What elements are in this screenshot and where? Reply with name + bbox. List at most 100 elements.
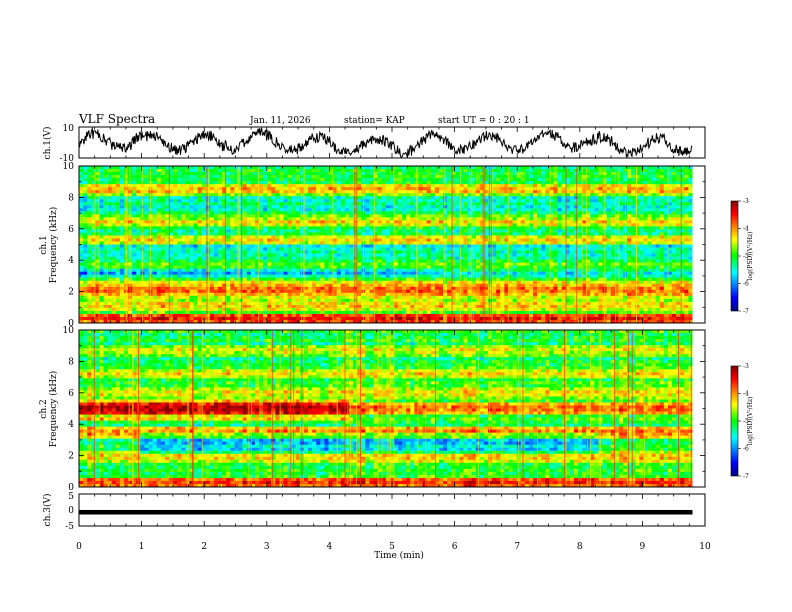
spectrogram-cell [406, 235, 411, 239]
spectrogram-cell [348, 184, 354, 188]
spectrogram-cell [267, 196, 272, 200]
spectrogram-cell [136, 316, 141, 321]
spectrogram-cell [357, 235, 362, 239]
spectrogram-cell [242, 205, 247, 209]
spectrogram-cell [279, 169, 284, 173]
spectrogram-cell [95, 259, 100, 263]
spectrogram-cell [299, 298, 305, 303]
spectrogram-cell [79, 196, 84, 200]
spectrogram-cell [426, 319, 432, 324]
spectrogram-cell [238, 286, 243, 291]
spectrogram-cell [91, 247, 96, 251]
spectrogram-cell [377, 265, 382, 269]
spectrogram-cell [447, 184, 452, 188]
spectrogram-cell [299, 304, 305, 309]
spectrogram-cell [87, 190, 92, 194]
spectrogram-cell [291, 277, 297, 282]
spectrogram-cell [451, 226, 456, 230]
spectrogram-cell [369, 265, 374, 269]
spectrogram-cell [328, 262, 333, 266]
spectrogram-cell [438, 301, 444, 306]
spectrogram-cell [393, 292, 399, 297]
spectrogram-cell [177, 262, 182, 266]
spectrogram-cell [164, 199, 170, 203]
spectrogram-cell [193, 301, 198, 306]
spectrogram-cell [410, 301, 415, 306]
spectrogram-cell [83, 169, 88, 173]
spectrogram-cell [459, 199, 464, 203]
spectrogram-cell [418, 286, 423, 291]
spectrogram-cell [258, 289, 264, 294]
ch1-ylabel: ch.1(V) [42, 127, 53, 160]
spectrogram-cell [434, 193, 440, 197]
spectrogram-cell [136, 220, 141, 224]
spectrogram-cell [340, 274, 346, 279]
spectrogram-cell [79, 223, 84, 227]
spectrogram-cell [357, 229, 362, 233]
spectrogram-cell [177, 229, 182, 233]
spectrogram-cell [312, 280, 317, 285]
spectrogram-cell [455, 241, 460, 245]
spectrogram-cell [279, 298, 284, 303]
spectrogram-cell [365, 178, 370, 182]
spectrogram-cell [156, 196, 162, 200]
spectrogram-cell [168, 319, 174, 324]
spectrogram-cell [144, 217, 149, 221]
spectrogram-cell [357, 289, 362, 294]
spectrogram-cell [402, 187, 407, 191]
spectrogram-cell [246, 223, 252, 227]
spectrogram-cell [303, 280, 309, 285]
spectrogram-cell [275, 289, 280, 294]
spectrogram-cell [385, 193, 391, 197]
spectrogram-cell [136, 217, 141, 221]
spectrogram-cell [275, 259, 280, 263]
spectrogram-cell [291, 268, 297, 272]
spectrogram-cell [422, 172, 427, 176]
spectrogram-cell [103, 190, 108, 194]
spectrogram-cell [263, 244, 268, 248]
spectrogram-cell [136, 268, 141, 272]
spectrogram-cell [160, 235, 166, 239]
spectrogram-cell [230, 187, 235, 191]
spectrogram-cell [389, 313, 395, 318]
spectrogram-cell [115, 205, 121, 209]
spectrogram-cell [246, 226, 252, 230]
spectrogram-cell [291, 280, 297, 285]
spectrogram-cell [205, 274, 211, 279]
spectrogram-cell [381, 214, 387, 218]
spectrogram-cell [201, 229, 207, 233]
spectrogram-cell [303, 181, 309, 185]
spectrogram-cell [156, 220, 162, 224]
spectrogram-cell [168, 247, 174, 251]
spectrogram-cell [303, 277, 309, 282]
spectrogram-cell [381, 280, 387, 285]
spectrogram-cell [152, 307, 158, 312]
spectrogram-cell [385, 319, 391, 324]
spectrogram-cell [115, 259, 121, 263]
spectrogram-cell [316, 190, 321, 194]
spectrogram-cell [344, 193, 350, 197]
spectrogram-cell [348, 250, 354, 254]
spectrogram-cell [312, 202, 317, 206]
spectrogram-cell [156, 229, 162, 233]
spectrogram-cell [246, 196, 252, 200]
spectrogram-cell [230, 169, 235, 173]
spectrogram-cell [258, 223, 264, 227]
spectrogram-cell [426, 205, 432, 209]
spectrogram-cell [406, 181, 411, 185]
spectrogram-cell [459, 214, 464, 218]
spectrogram-cell [107, 253, 113, 257]
spectrogram-cell [279, 277, 284, 282]
spectrogram-cell [254, 265, 260, 269]
spectrogram-cell [144, 181, 149, 185]
spectrogram-cell [197, 307, 202, 312]
spectrogram-cell [434, 226, 440, 230]
spectrogram-cell [152, 250, 158, 254]
spectrogram-cell [238, 178, 243, 182]
spectrogram-cell [95, 175, 100, 179]
spectrogram-cell [107, 220, 113, 224]
spectrogram-cell [242, 250, 247, 254]
spectrogram-cell [185, 175, 190, 179]
spectrogram-cell [410, 250, 415, 254]
spectrogram-cell [99, 283, 104, 288]
